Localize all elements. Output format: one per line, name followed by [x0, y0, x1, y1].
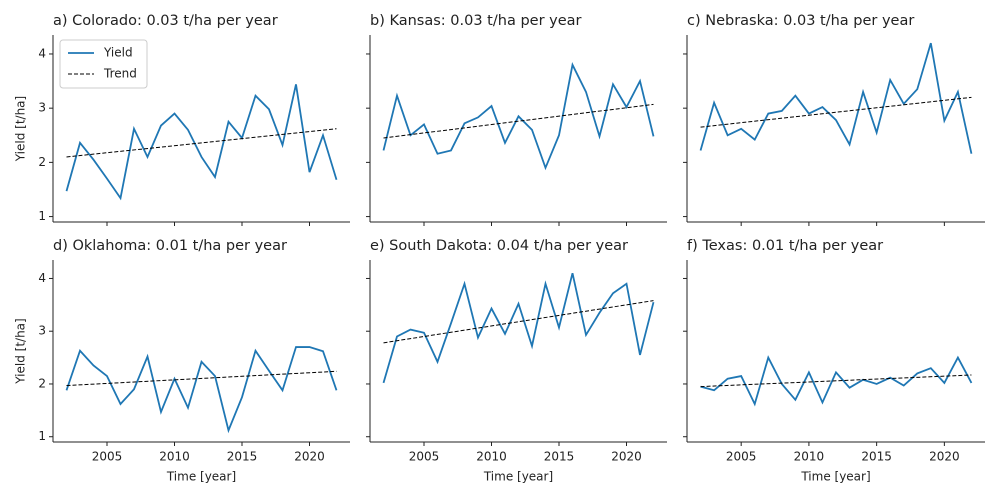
x-axis-label: Time [year] [166, 470, 236, 484]
x-tick-label: 2015 [227, 450, 258, 464]
x-axis-label: Time [year] [483, 470, 553, 484]
yield-line [65, 346, 338, 434]
x-tick-label: 2020 [929, 450, 960, 464]
trend-line [383, 103, 654, 139]
x-tick-label: 2005 [92, 450, 123, 464]
trend-line [700, 374, 972, 388]
trend-line [66, 370, 337, 387]
yield-line [700, 355, 973, 407]
y-tick-label: 1 [38, 209, 46, 223]
y-tick-label: 2 [38, 376, 46, 390]
trend-line [700, 96, 972, 128]
yield-line [65, 84, 338, 201]
y-tick-label: 1 [38, 429, 46, 443]
trend-line [383, 300, 654, 344]
yield-line [382, 62, 655, 171]
x-tick-label: 2020 [611, 450, 642, 464]
y-axis-label: Yield [t/ha] [14, 96, 28, 162]
subplot: e) South Dakota: 0.04 t/ha per year 2005 2… [366, 238, 667, 484]
legend-label: Trend [103, 67, 137, 81]
y-tick-label: 3 [38, 324, 46, 338]
subplot-title: b) Kansas: 0.03 t/ha per year [370, 13, 582, 29]
y-axis-label: Yield [t/ha] [14, 318, 28, 384]
subplot: a) Colorado: 0.03 t/ha per year 1 2 3 4 Yield… [14, 13, 350, 226]
yield-line [382, 272, 655, 384]
trend-line [66, 128, 337, 158]
subplot-title: d) Oklahoma: 0.01 t/ha per year [53, 238, 287, 254]
legend-box [59, 39, 148, 89]
y-tick-label: 4 [38, 271, 46, 285]
x-axis-label: Time [year] [800, 470, 870, 484]
x-tick-label: 2010 [159, 450, 190, 464]
y-tick-label: 2 [38, 155, 46, 169]
y-tick-label: 4 [38, 46, 46, 60]
x-tick-label: 2020 [294, 450, 325, 464]
x-tick-label: 2005 [726, 450, 757, 464]
subplot: c) Nebraska: 0.03 t/ha per year [683, 13, 985, 226]
subplot-title: c) Nebraska: 0.03 t/ha per year [687, 13, 914, 29]
x-tick-label: 2010 [476, 450, 507, 464]
x-tick-label: 2015 [544, 450, 575, 464]
x-tick-label: 2015 [861, 450, 892, 464]
legend-label: Yield [103, 46, 133, 60]
subplot: b) Kansas: 0.03 t/ha per year [366, 13, 667, 226]
subplot-title: e) South Dakota: 0.04 t/ha per year [370, 238, 628, 254]
x-tick-label: 2005 [409, 450, 440, 464]
subplot-title: f) Texas: 0.01 t/ha per year [687, 238, 883, 254]
subplot-title: a) Colorado: 0.03 t/ha per year [53, 13, 278, 29]
subplot: f) Texas: 0.01 t/ha per year 2005 2010 2015… [683, 238, 985, 484]
subplot: d) Oklahoma: 0.01 t/ha per year 1 2 3 4 2005 2… [14, 238, 350, 484]
x-tick-label: 2010 [794, 450, 825, 464]
yield-line [699, 42, 973, 154]
y-tick-label: 3 [38, 101, 46, 115]
